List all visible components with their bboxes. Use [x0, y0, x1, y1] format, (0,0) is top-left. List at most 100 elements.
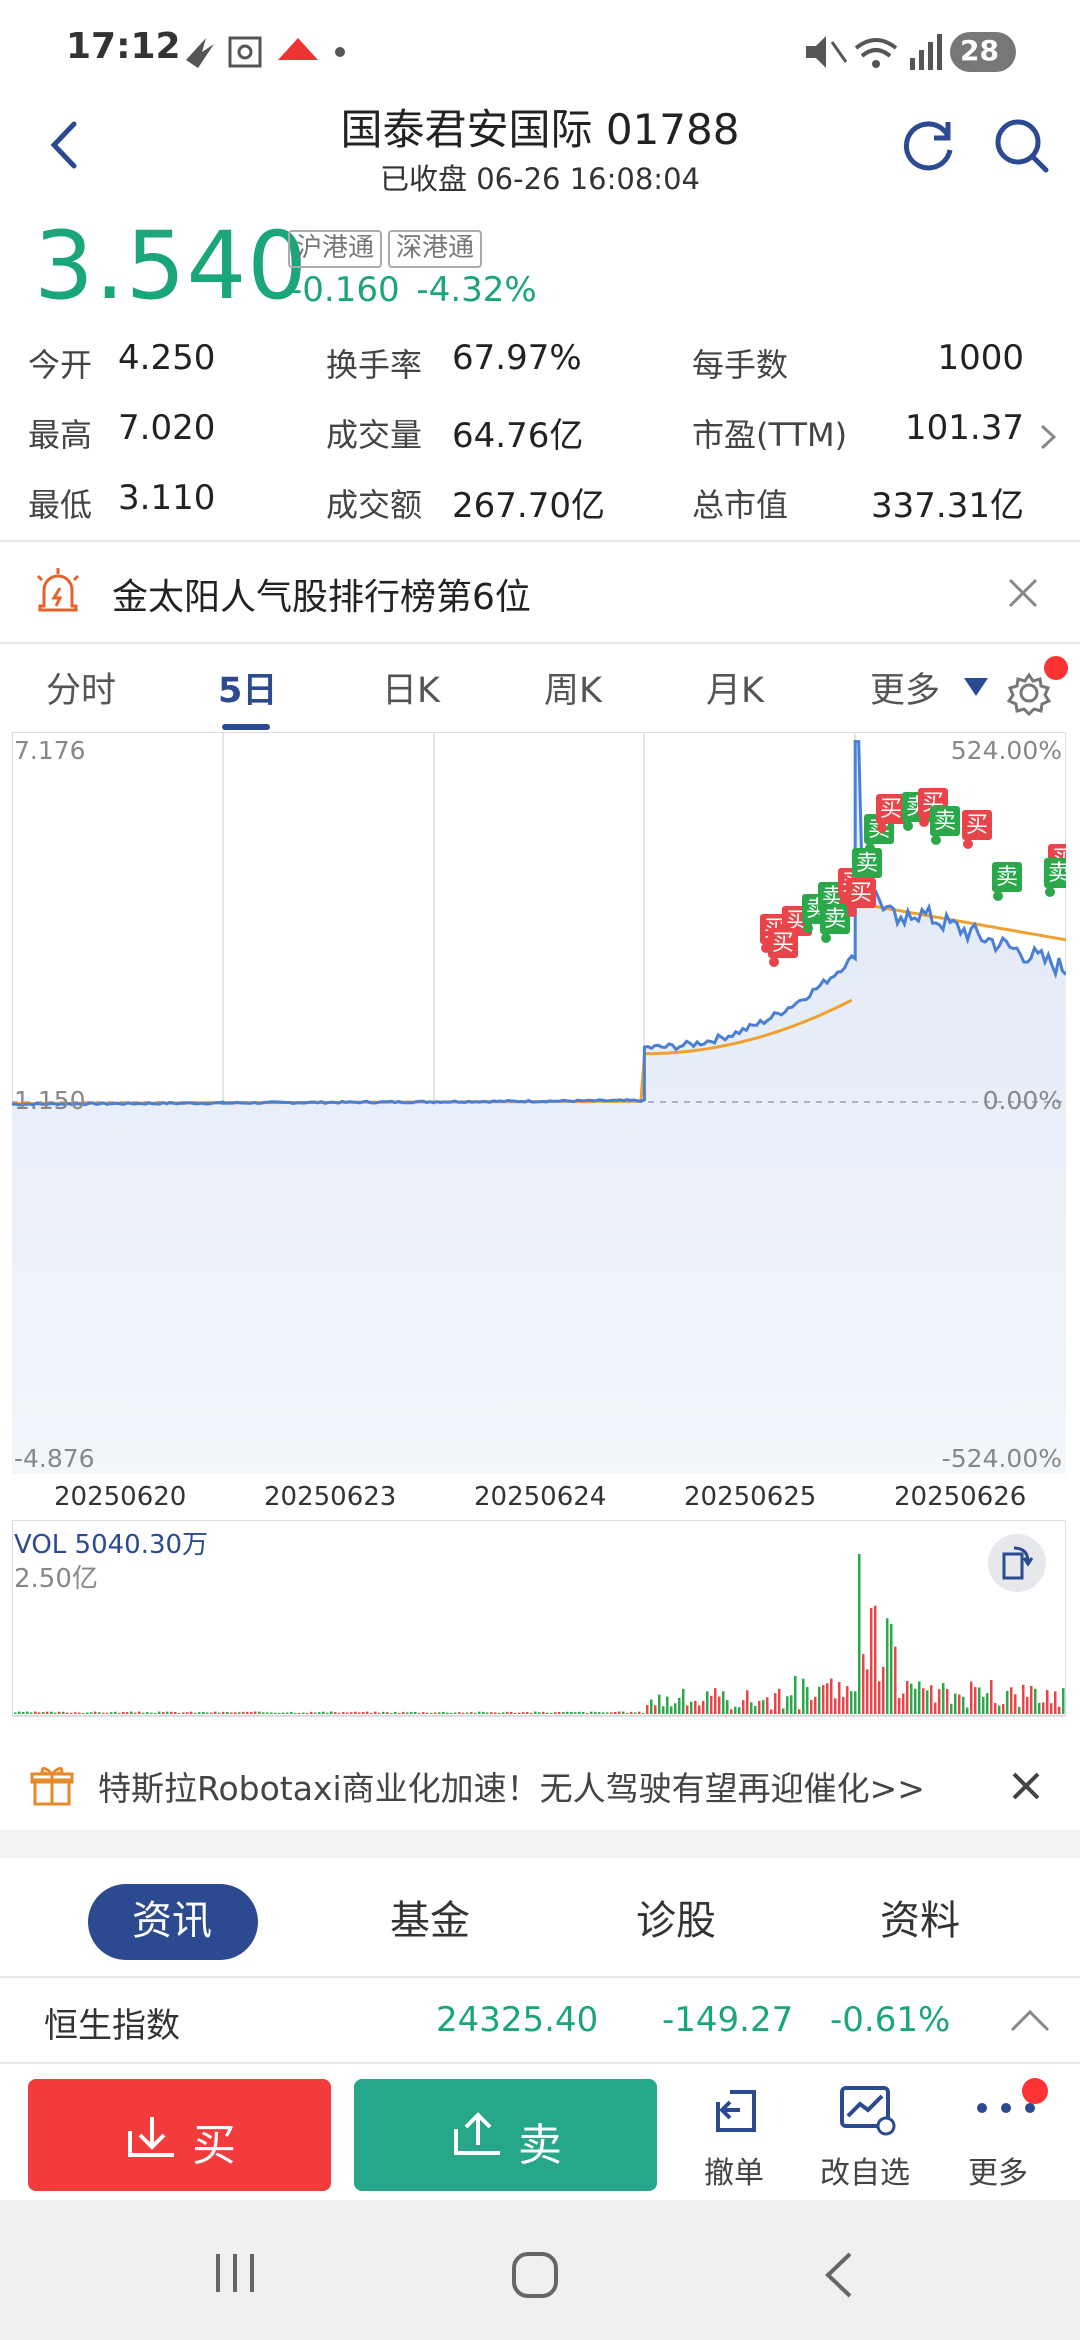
volume-bar: [66, 1712, 69, 1714]
volume-bar: [358, 1712, 361, 1714]
back-chevron-icon[interactable]: [30, 110, 100, 180]
volume-bar: [398, 1712, 401, 1714]
news-text: 特斯拉Robotaxi商业化加速！无人驾驶有望再迎催化>>: [98, 1769, 925, 1808]
index-ticker[interactable]: 恒生指数 24325.40 -149.27 -0.61%: [0, 1978, 1080, 2062]
recent-apps-icon[interactable]: [212, 2250, 258, 2296]
mcap-label: 总市值: [692, 486, 789, 524]
volume-bar: [198, 1712, 201, 1714]
volume-bar: [914, 1688, 917, 1714]
buy-marker: [768, 928, 798, 958]
volume-bar: [214, 1711, 217, 1714]
x-axis-date: 20250625: [684, 1482, 817, 1512]
search-icon[interactable]: [986, 110, 1056, 180]
refresh-icon[interactable]: [892, 110, 962, 180]
volume-bar: [674, 1703, 677, 1714]
price-chart[interactable]: 买买卖卖买卖卖买卖买卖买卖买卖买卖买 7.176 1.150 -4.876 52…: [11, 731, 1078, 1475]
volume-bar: [850, 1691, 853, 1714]
volume-bar: [190, 1711, 193, 1714]
tab-intraday[interactable]: 分时: [46, 671, 117, 711]
volume-bar: [1026, 1696, 1029, 1714]
volume-bar: [150, 1712, 153, 1714]
volume-bar: [22, 1712, 25, 1714]
trade-point: [821, 933, 831, 943]
more-button[interactable]: 更多: [952, 2078, 1062, 2198]
volume-bar: [146, 1712, 149, 1714]
volume-bar: [402, 1711, 405, 1714]
price-area-fill: [12, 741, 1066, 1474]
trade-point: [993, 891, 1003, 901]
volume-bar: [574, 1712, 577, 1714]
volume-bar: [366, 1711, 369, 1714]
close-icon[interactable]: [1010, 1770, 1042, 1802]
expand-stats-chevron-icon[interactable]: [1036, 420, 1060, 454]
volume-bar: [330, 1711, 333, 1714]
volume-bar: [598, 1712, 601, 1714]
volume-bar: [234, 1712, 237, 1714]
volume-bar: [478, 1711, 481, 1714]
volume-label: 成交量: [326, 416, 423, 454]
sell-button[interactable]: 卖: [354, 2079, 657, 2191]
trade-point: [847, 907, 857, 917]
trade-marker-label: 卖: [996, 865, 1018, 890]
volume-bar: [730, 1709, 733, 1714]
volume-bar: [870, 1608, 873, 1714]
volume-bar: [342, 1712, 345, 1714]
volume-bar: [958, 1694, 961, 1714]
volume-bar: [926, 1690, 929, 1714]
volume-bar: [742, 1700, 745, 1714]
settings-gear-icon[interactable]: [1004, 666, 1054, 716]
tab-more[interactable]: 更多: [870, 671, 941, 711]
market-status: 已收盘 06-26 16:08:04: [380, 162, 700, 196]
buy-arrow-icon: [128, 2117, 174, 2157]
volume-bar: [566, 1711, 569, 1714]
section-gap: [0, 1830, 1080, 1858]
news-banner[interactable]: 特斯拉Robotaxi商业化加速！无人驾驶有望再迎催化>>: [0, 1738, 1080, 1830]
volume-bar: [826, 1683, 829, 1714]
tab-5day[interactable]: 5日: [218, 671, 278, 711]
volume-bar: [758, 1700, 761, 1714]
tab-monthly-k[interactable]: 月K: [706, 671, 764, 711]
subtab-diagnosis[interactable]: 诊股: [636, 1898, 716, 1944]
trade-point: [769, 957, 779, 967]
volume-bar: [790, 1695, 793, 1714]
volume-bar: [954, 1693, 957, 1714]
back-icon[interactable]: [820, 2250, 860, 2300]
volume-bar: [774, 1693, 777, 1714]
subtab-profile[interactable]: 资料: [880, 1898, 960, 1944]
trade-marker-label: 卖: [824, 907, 846, 932]
chevron-up-icon[interactable]: [1008, 2006, 1052, 2034]
ranking-banner[interactable]: 金太阳人气股排行榜第6位: [0, 544, 1080, 640]
index-value: 24325.40: [436, 2000, 599, 2040]
lot-value: 1000: [937, 338, 1024, 378]
volume-bar: [618, 1711, 621, 1714]
volume-bar: [546, 1712, 549, 1714]
volume-bar: [374, 1711, 377, 1714]
high-label: 最高: [28, 416, 93, 454]
tab-daily-k[interactable]: 日K: [382, 671, 440, 711]
dropdown-triangle-icon[interactable]: [962, 676, 990, 698]
volume-bar: [186, 1712, 189, 1714]
subtab-funds[interactable]: 基金: [390, 1898, 470, 1944]
tab-weekly-k[interactable]: 周K: [544, 671, 602, 711]
volume-bar: [98, 1712, 101, 1714]
close-icon[interactable]: [1006, 576, 1040, 610]
pe-label: 市盈(TTM): [692, 416, 848, 454]
buy-button[interactable]: 买: [28, 2079, 331, 2191]
volume-bar: [350, 1712, 353, 1714]
volume-chart[interactable]: VOL 5040.30万 2.50亿: [11, 1519, 1067, 1720]
cancel-order-button[interactable]: 撤单: [684, 2078, 784, 2198]
volume-bar: [126, 1712, 129, 1714]
subtab-news[interactable]: 资讯: [132, 1898, 212, 1944]
rotate-screen-button[interactable]: [988, 1534, 1046, 1592]
volume-value: 64.76亿: [452, 416, 584, 456]
watchlist-button[interactable]: 改自选: [808, 2078, 928, 2198]
trade-marker-label: 买: [880, 797, 902, 822]
gift-icon: [30, 1767, 74, 1806]
home-icon[interactable]: [510, 2250, 560, 2300]
volume-bars: [14, 1554, 1065, 1714]
sell-arrow-icon: [454, 2112, 500, 2155]
volume-bar: [458, 1712, 461, 1714]
volume-bar: [138, 1711, 141, 1714]
volume-bar: [1034, 1688, 1037, 1714]
volume-bar: [306, 1712, 309, 1714]
